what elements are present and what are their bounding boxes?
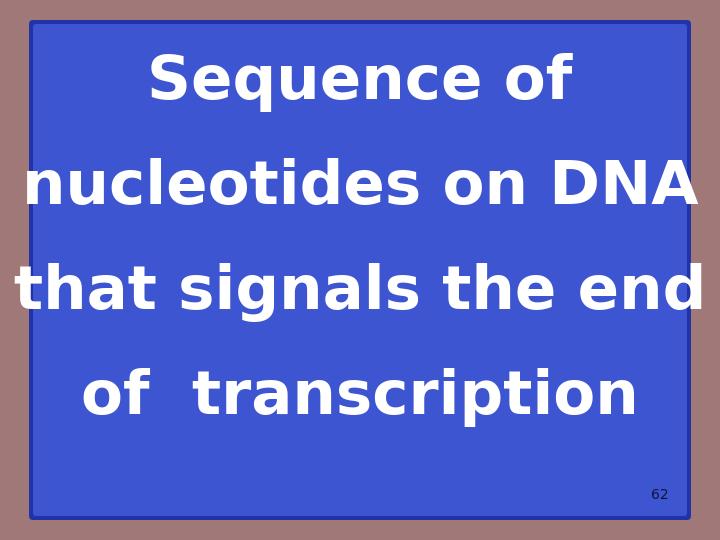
- FancyBboxPatch shape: [33, 24, 687, 516]
- Text: 62: 62: [651, 488, 669, 502]
- Text: nucleotides on DNA: nucleotides on DNA: [22, 158, 698, 217]
- Text: of  transcription: of transcription: [81, 368, 639, 427]
- Text: Sequence of: Sequence of: [148, 53, 572, 112]
- Text: that signals the end: that signals the end: [14, 263, 706, 322]
- FancyBboxPatch shape: [29, 20, 691, 520]
